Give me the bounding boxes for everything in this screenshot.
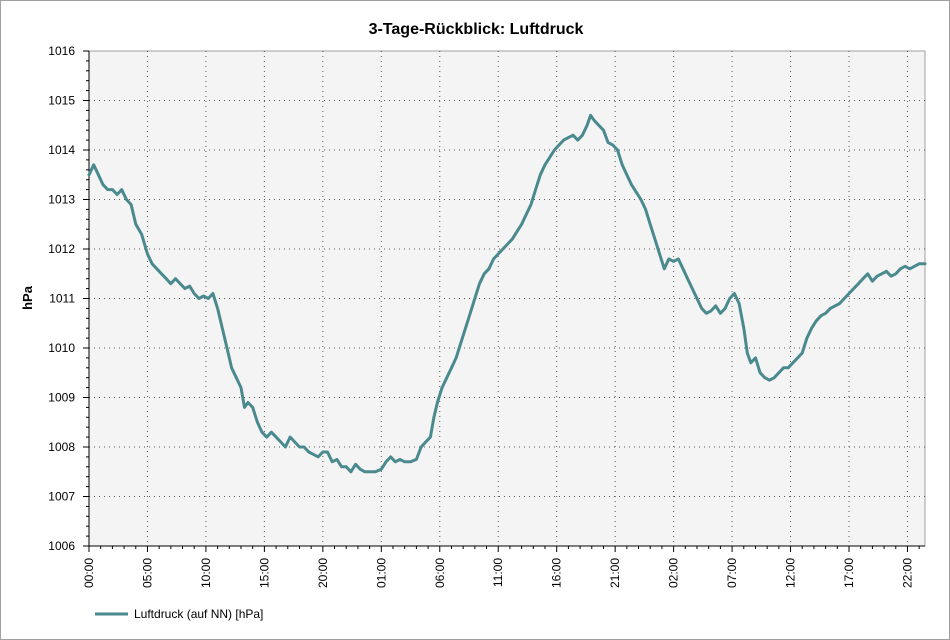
x-tick-label: 00:00 xyxy=(82,558,96,588)
x-tick-label: 10:00 xyxy=(199,558,213,588)
x-tick-label: 15:00 xyxy=(257,558,271,588)
legend-label: Luftdruck (auf NN) [hPa] xyxy=(134,607,263,621)
x-tick-label: 01:00 xyxy=(374,558,388,588)
legend: Luftdruck (auf NN) [hPa] xyxy=(95,607,263,621)
x-tick-label: 05:00 xyxy=(140,558,154,588)
y-axis-label: hPa xyxy=(20,285,35,310)
x-tick-label: 06:00 xyxy=(433,558,447,588)
y-tick-label: 1010 xyxy=(48,341,75,355)
x-tick-label: 16:00 xyxy=(550,558,564,588)
y-tick-label: 1011 xyxy=(49,292,75,306)
y-tick-label: 1014 xyxy=(48,143,75,157)
x-tick-label: 11:00 xyxy=(491,558,505,587)
x-tick-label: 20:00 xyxy=(316,558,330,588)
y-tick-label: 1008 xyxy=(48,440,75,454)
plot-area xyxy=(88,50,926,547)
series-layer xyxy=(87,113,927,474)
x-tick-label: 17:00 xyxy=(842,558,856,588)
y-tick-label: 1013 xyxy=(48,193,75,207)
chart-title: 3-Tage-Rückblick: Luftdruck xyxy=(369,21,584,38)
y-tick-label: 1012 xyxy=(48,242,75,256)
series-line xyxy=(87,113,927,474)
x-tick-label: 07:00 xyxy=(725,558,739,588)
x-tick-label: 21:00 xyxy=(608,558,622,588)
x-tick-label: 12:00 xyxy=(784,558,798,588)
axes: 1006 1007 1008 1009 1010 1011 1012 1013 1014 1015… xyxy=(48,44,925,588)
x-tick-label: 22:00 xyxy=(900,558,914,588)
y-tick-label: 1009 xyxy=(48,391,75,405)
y-tick-label: 1015 xyxy=(48,94,75,108)
y-tick-label: 1007 xyxy=(48,490,75,504)
y-tick-label: 1016 xyxy=(48,44,75,58)
x-tick-label: 02:00 xyxy=(667,558,681,588)
y-tick-label: 1006 xyxy=(48,539,75,553)
